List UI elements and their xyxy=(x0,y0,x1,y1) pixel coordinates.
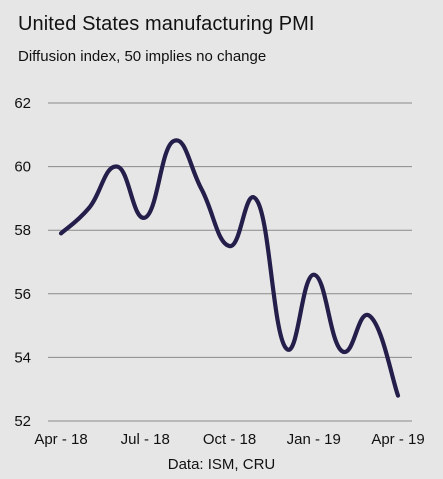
chart-subtitle: Diffusion index, 50 implies no change xyxy=(18,48,267,65)
x-tick-label: Apr - 18 xyxy=(34,431,87,448)
series-group xyxy=(58,138,401,398)
x-tick-label: Jul - 18 xyxy=(121,431,170,448)
x-tick-label: Oct - 18 xyxy=(203,431,256,448)
y-tick-label: 62 xyxy=(14,95,31,112)
x-tick-label: Apr - 19 xyxy=(371,431,424,448)
series-line xyxy=(58,138,401,398)
y-tick-label: 58 xyxy=(14,222,31,239)
y-tick-labels: 52 54 56 58 60 62 xyxy=(14,95,31,430)
y-tick-label: 52 xyxy=(14,413,31,430)
y-tick-label: 54 xyxy=(14,349,31,366)
x-tick-labels: Apr - 18 Jul - 18 Oct - 18 Jan - 19 Apr - 19 xyxy=(34,431,424,448)
x-tick-label: Jan - 19 xyxy=(287,431,341,448)
chart-title: United States manufacturing PMI xyxy=(18,13,315,35)
y-tick-label: 56 xyxy=(14,286,31,303)
chart-source: Data: ISM, CRU xyxy=(167,456,276,473)
grid-lines xyxy=(48,102,412,422)
y-tick-label: 60 xyxy=(14,159,31,176)
